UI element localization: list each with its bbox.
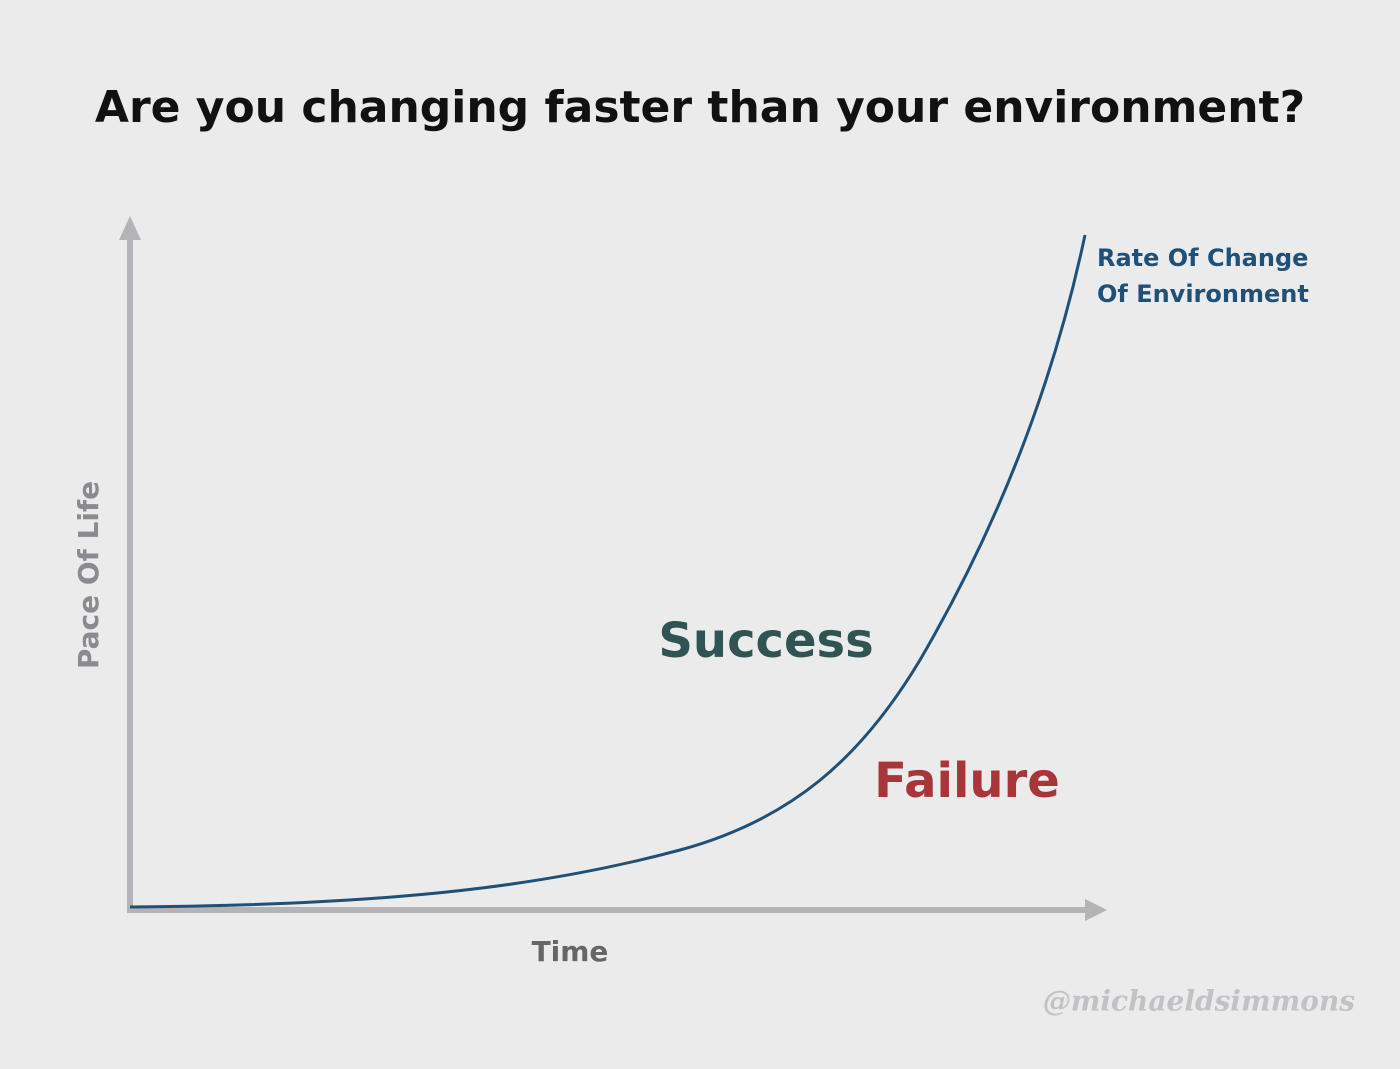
x-arrow — [1085, 899, 1107, 921]
environment-curve — [129, 234, 1087, 909]
y-axis-label: Pace Of Life — [72, 481, 105, 669]
curve-label: Of Environment — [1097, 280, 1309, 308]
title: Are you changing faster than your enviro… — [95, 82, 1305, 133]
y-arrow — [119, 216, 141, 240]
success-label: Success — [658, 613, 873, 669]
axes — [119, 216, 1107, 921]
curve-label: Rate Of Change — [1097, 244, 1308, 272]
failure-label: Failure — [874, 753, 1060, 809]
x-axis-label: Time — [532, 935, 609, 968]
watermark: @michaeldsimmons — [1043, 985, 1356, 1018]
